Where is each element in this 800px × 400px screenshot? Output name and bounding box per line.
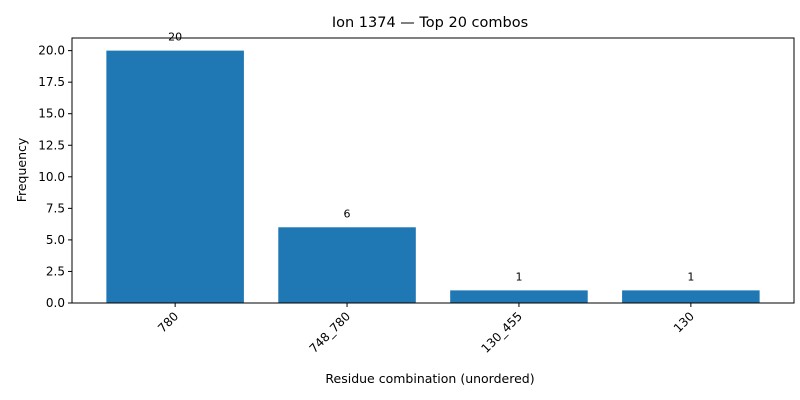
bar [278, 227, 416, 303]
data-label: 1 [687, 270, 694, 283]
y-tick-label: 17.5 [38, 75, 65, 89]
bar [450, 290, 588, 303]
y-axis-label: Frequency [14, 137, 29, 202]
y-tick-label: 12.5 [38, 138, 65, 152]
data-label: 20 [168, 31, 182, 44]
y-tick-label: 2.5 [46, 264, 65, 278]
y-tick-label: 20.0 [38, 44, 65, 58]
y-tick-label: 7.5 [46, 201, 65, 215]
x-axis-label: Residue combination (unordered) [325, 371, 534, 386]
bar [106, 51, 244, 303]
y-tick-label: 15.0 [38, 107, 65, 121]
chart-title: Ion 1374 — Top 20 combos [332, 15, 528, 31]
y-tick-label: 5.0 [46, 233, 65, 247]
data-label: 6 [344, 207, 351, 220]
y-tick-label: 10.0 [38, 170, 65, 184]
data-label: 1 [515, 270, 522, 283]
bar [622, 290, 760, 303]
y-tick-label: 0.0 [46, 296, 65, 310]
